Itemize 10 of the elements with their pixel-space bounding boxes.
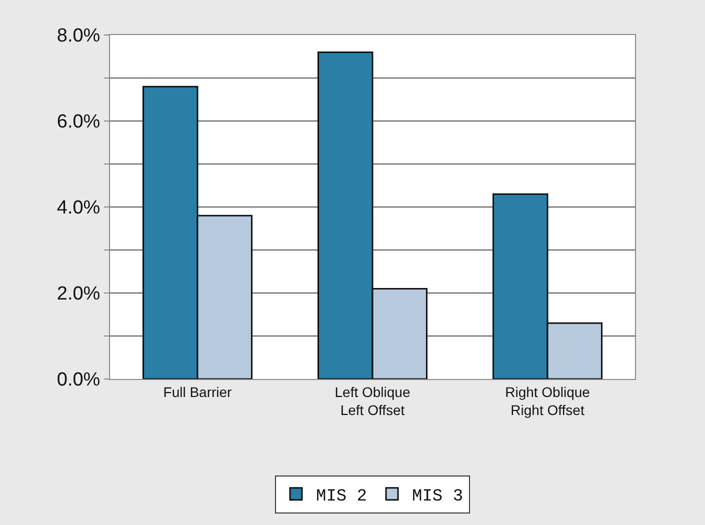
- legend-label: MIS 2: [316, 488, 368, 506]
- y-tick-label: 8.0%: [56, 26, 100, 47]
- y-tick-label: 4.0%: [56, 198, 100, 219]
- x-tick-label: Left Oblique Left Offset: [334, 384, 410, 418]
- x-tick-label: Right Oblique Right Offset: [505, 384, 590, 418]
- y-tick-label: 2.0%: [56, 284, 100, 305]
- x-tick-label: Full Barrier: [163, 384, 232, 400]
- legend-label: MIS 3: [412, 488, 464, 506]
- y-tick-label: 0.0%: [56, 370, 100, 391]
- y-tick-label: 6.0%: [56, 112, 100, 133]
